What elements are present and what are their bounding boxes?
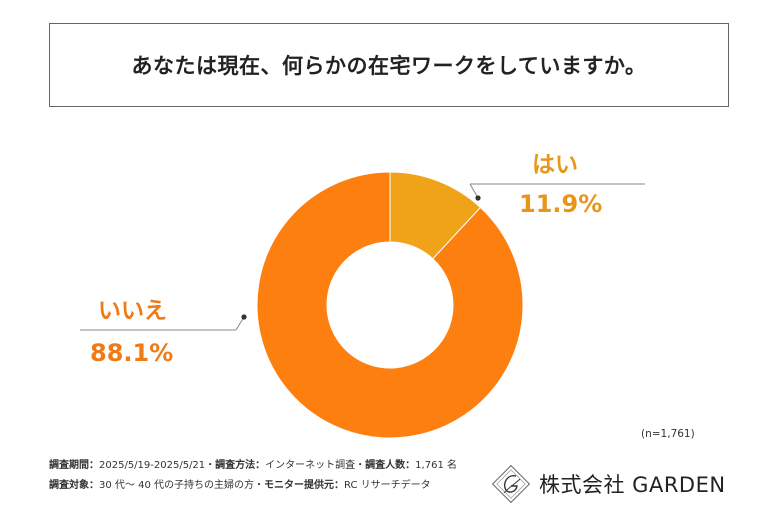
slice-value-yes: 11.9% xyxy=(519,190,602,218)
survey-footer: 調査期間：2025/5/19-2025/5/21・調査方法：インターネット調査・… xyxy=(49,456,457,496)
footer-line-1: 調査期間：2025/5/19-2025/5/21・調査方法：インターネット調査・… xyxy=(49,456,457,476)
provider-label: モニター提供元： xyxy=(264,480,344,491)
callout-layer xyxy=(80,183,645,331)
callout-dot-yes xyxy=(475,195,481,201)
target-value: 30 代～ 40 代の子持ちの主婦の方 xyxy=(99,480,254,491)
method-label: 調査方法： xyxy=(215,460,266,471)
slice-no xyxy=(256,171,524,439)
title-box: あなたは現在、何らかの在宅ワークをしていますか。 xyxy=(49,23,729,107)
count-value: 1,761 名 xyxy=(415,460,457,471)
logo-text: 株式会社 GARDEN xyxy=(539,473,726,497)
separator: ・ xyxy=(254,480,264,491)
labels-layer: はい 11.9% いいえ 88.1% xyxy=(90,152,602,367)
slice-label-yes: はい xyxy=(532,152,578,178)
slice-value-no: 88.1% xyxy=(90,339,173,367)
callout-dot-no xyxy=(241,314,247,320)
period-label: 調査期間： xyxy=(49,460,99,471)
footer-line-2: 調査対象：30 代～ 40 代の子持ちの主婦の方・モニター提供元：RC リサーチ… xyxy=(49,476,457,496)
provider-value: RC リサーチデータ xyxy=(344,480,431,491)
count-label: 調査人数： xyxy=(365,460,416,471)
sample-size-note: (n=1,761) xyxy=(641,428,695,440)
method-value: インターネット調査 xyxy=(265,460,356,471)
callout-tick-yes xyxy=(469,183,479,199)
chart-title: あなたは現在、何らかの在宅ワークをしていますか。 xyxy=(131,54,647,78)
separator: ・ xyxy=(205,460,216,471)
slice-label-no: いいえ xyxy=(98,298,167,324)
period-value: 2025/5/19-2025/5/21 xyxy=(99,460,206,471)
separator: ・ xyxy=(355,460,366,471)
target-label: 調査対象： xyxy=(49,480,99,491)
slices-layer xyxy=(256,171,524,439)
company-logo: 株式会社 GARDEN xyxy=(489,462,726,506)
garden-logo-icon xyxy=(491,464,531,504)
